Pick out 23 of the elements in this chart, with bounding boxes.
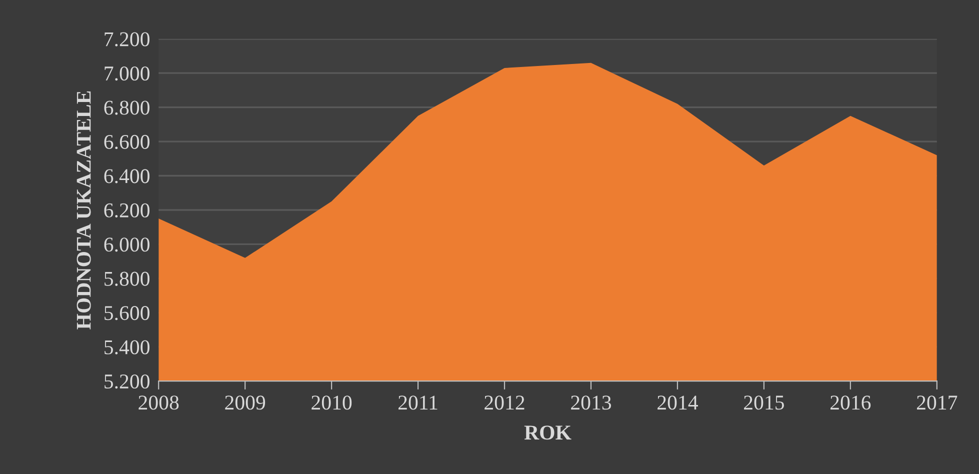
y-tick-label: 6.400 xyxy=(104,169,150,184)
x-tick-label: 2011 xyxy=(398,396,438,410)
y-tick-label: 6.000 xyxy=(104,238,150,252)
x-tick-label: 2008 xyxy=(138,396,179,410)
y-tick-label: 7.200 xyxy=(104,32,150,46)
x-tick-label: 2017 xyxy=(916,396,958,410)
x-axis-title: ROK xyxy=(524,426,572,440)
y-tick-label: 5.600 xyxy=(104,306,150,320)
y-tick-label: 5.800 xyxy=(104,272,150,286)
y-tick-label: 7.000 xyxy=(104,66,150,81)
x-tick-label: 2013 xyxy=(571,396,612,410)
y-tick-label: 6.800 xyxy=(104,100,150,115)
y-tick-label: 5.200 xyxy=(104,374,150,389)
x-tick-label: 2016 xyxy=(830,396,871,410)
x-tick-label: 2010 xyxy=(312,396,352,410)
x-tick-label: 2014 xyxy=(658,396,698,410)
y-tick-label: 6.200 xyxy=(104,203,150,218)
x-tick-label: 2009 xyxy=(225,396,266,410)
y-tick-label: 6.600 xyxy=(104,134,150,150)
x-tick-label: 2012 xyxy=(484,396,524,410)
y-tick-label: 5.400 xyxy=(104,340,150,354)
y-axis-title: HODNOTA UKAZATELE xyxy=(76,91,91,330)
x-tick-label: 2015 xyxy=(744,396,784,410)
